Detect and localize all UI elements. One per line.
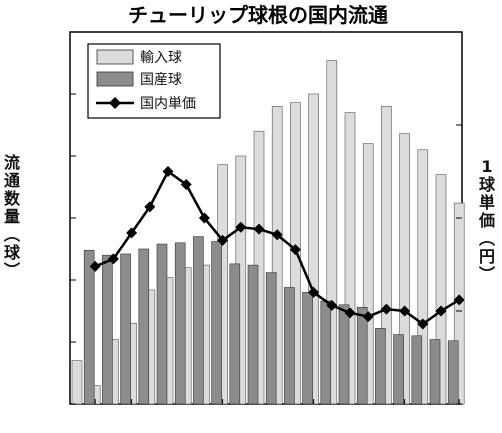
bar-domestic-1998: [265, 272, 277, 405]
price-marker-2006: [417, 318, 429, 330]
bar-domestic-2000: [302, 292, 313, 405]
price-marker-2004: [380, 303, 392, 315]
price-marker-2005: [399, 305, 411, 317]
bar-import-1998: [271, 106, 283, 405]
right-axis: [456, 31, 462, 405]
bar-import-2003: [362, 143, 374, 405]
bar-domestic-2002: [338, 304, 350, 405]
right-axis-label-char-6: ︶: [479, 265, 495, 284]
chart-title: チューリップ球根の国内流通: [128, 3, 388, 27]
legend: 輸入球 国産球 国内単価: [87, 43, 221, 119]
bar-domestic-2006: [411, 335, 423, 405]
legend-diamond-marker: [109, 97, 121, 109]
price-marker-1990: [126, 227, 138, 239]
bar-domestic-1988: [83, 249, 95, 405]
bar-domestic-1991: [138, 248, 150, 405]
bar-import-2001: [326, 60, 338, 405]
right-axis-label-char-1: 球: [479, 175, 496, 194]
left-axis-label-char-0: 流: [4, 153, 20, 172]
price-marker-1994: [198, 212, 210, 224]
bar-import-2004: [381, 106, 392, 405]
price-marker-1988: [89, 260, 101, 272]
price-marker-1999: [289, 244, 301, 256]
bar-domestic-2003: [356, 306, 368, 405]
price-marker-1996: [235, 221, 247, 233]
bar-import-2007: [435, 174, 447, 405]
bar-domestic-2005: [393, 334, 404, 405]
bar-import-2006: [417, 149, 429, 405]
price-marker-2003: [362, 311, 374, 323]
left-axis-label-char-2: 数: [4, 189, 21, 208]
bar-domestic-1992: [156, 243, 168, 405]
price-marker-2007: [435, 305, 447, 317]
bar-domestic-1989: [102, 254, 113, 405]
bar-domestic-1995: [211, 241, 222, 405]
price-marker-2000: [308, 286, 320, 298]
price-marker-1993: [180, 179, 192, 191]
bar-domestic-2001: [320, 300, 332, 405]
bar-import-2002: [344, 112, 356, 405]
left-axis-label-char-1: 通: [4, 171, 20, 190]
right-axis-label-char-4: ︵: [479, 229, 495, 248]
legend-swatch-import: [96, 49, 134, 65]
bar-domestic-2008: [447, 340, 459, 405]
bar-domestic-1993: [174, 242, 186, 405]
price-marker-1991: [144, 201, 156, 213]
legend-swatch-domestic: [96, 71, 134, 87]
bar-domestic-1997: [247, 264, 259, 405]
price-marker-1992: [162, 166, 174, 177]
right-axis-label-char-5: 円: [479, 247, 495, 266]
bars-group: [71, 60, 465, 405]
legend-label-domestic: 国産球: [140, 72, 182, 88]
price-marker-1989: [107, 253, 119, 265]
bar-domestic-1996: [229, 263, 241, 405]
bar-import-1987: [71, 360, 83, 405]
left-axis-label-char-6: ︶: [4, 261, 20, 280]
legend-label-price: 国内単価: [140, 96, 196, 112]
left-axis-label-char-5: 球: [4, 243, 21, 262]
price-marker-2001: [326, 299, 338, 311]
bar-domestic-2004: [375, 328, 386, 405]
price-line-group: [89, 166, 465, 330]
price-marker-2002: [344, 307, 356, 319]
bar-domestic-1999: [284, 287, 295, 405]
right-axis-label-char-3: 価: [478, 211, 495, 230]
legend-label-import: 輸入球: [140, 50, 182, 66]
bar-domestic-2007: [429, 339, 441, 405]
x-axis: [94, 399, 460, 404]
price-marker-2008: [453, 294, 465, 306]
right-axis-label-char-2: 単: [479, 193, 495, 212]
bar-domestic-1994: [193, 236, 204, 405]
left-axis-label-char-4: ︵: [4, 225, 20, 244]
price-marker-1998: [271, 229, 283, 241]
left-axis-label-char-3: 量: [4, 207, 20, 226]
left-axis: [70, 31, 76, 405]
bar-domestic-1990: [120, 253, 131, 405]
price-marker-1995: [217, 234, 229, 246]
price-marker-1997: [253, 223, 265, 235]
right-axis-label-char-0: 1: [481, 157, 492, 176]
